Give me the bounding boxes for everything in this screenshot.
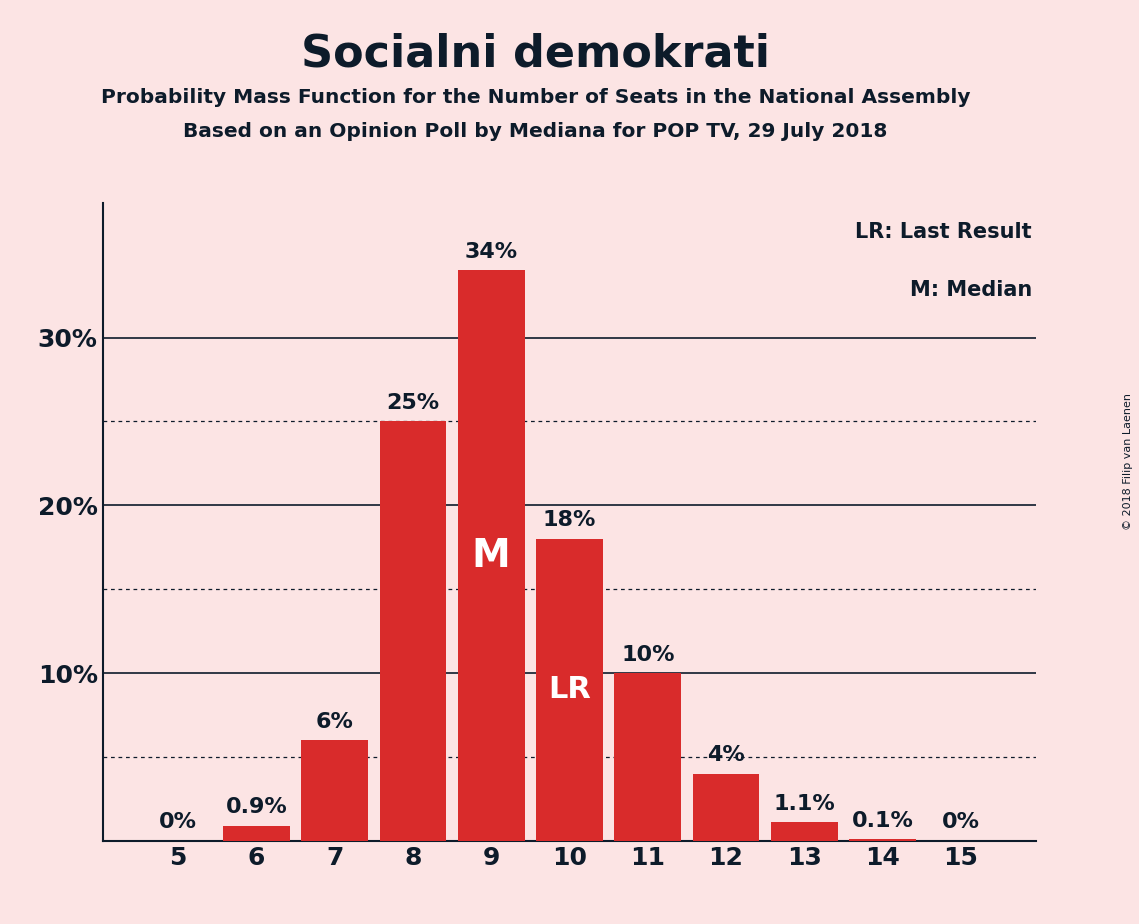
Bar xyxy=(693,773,760,841)
Text: M: Median: M: Median xyxy=(910,280,1032,299)
Text: 25%: 25% xyxy=(386,393,440,413)
Bar xyxy=(850,839,916,841)
Bar xyxy=(771,822,837,841)
Text: M: M xyxy=(472,537,510,575)
Text: LR: Last Result: LR: Last Result xyxy=(855,223,1032,242)
Bar xyxy=(379,421,446,841)
Text: 0%: 0% xyxy=(159,812,197,833)
Text: Based on an Opinion Poll by Mediana for POP TV, 29 July 2018: Based on an Opinion Poll by Mediana for … xyxy=(183,122,887,141)
Text: Probability Mass Function for the Number of Seats in the National Assembly: Probability Mass Function for the Number… xyxy=(100,88,970,107)
Text: 0%: 0% xyxy=(942,812,980,833)
Bar xyxy=(615,673,681,841)
Text: LR: LR xyxy=(548,675,591,704)
Text: © 2018 Filip van Laenen: © 2018 Filip van Laenen xyxy=(1123,394,1133,530)
Text: 6%: 6% xyxy=(316,711,354,732)
Bar xyxy=(302,740,368,841)
Text: Socialni demokrati: Socialni demokrati xyxy=(301,32,770,76)
Text: 34%: 34% xyxy=(465,242,518,262)
Bar xyxy=(536,539,603,841)
Text: 0.9%: 0.9% xyxy=(226,797,287,818)
Text: 10%: 10% xyxy=(621,645,674,664)
Text: 0.1%: 0.1% xyxy=(852,810,913,831)
Text: 1.1%: 1.1% xyxy=(773,794,835,814)
Text: 4%: 4% xyxy=(707,746,745,765)
Bar xyxy=(223,826,289,841)
Text: 18%: 18% xyxy=(543,510,596,530)
Bar xyxy=(458,271,524,841)
